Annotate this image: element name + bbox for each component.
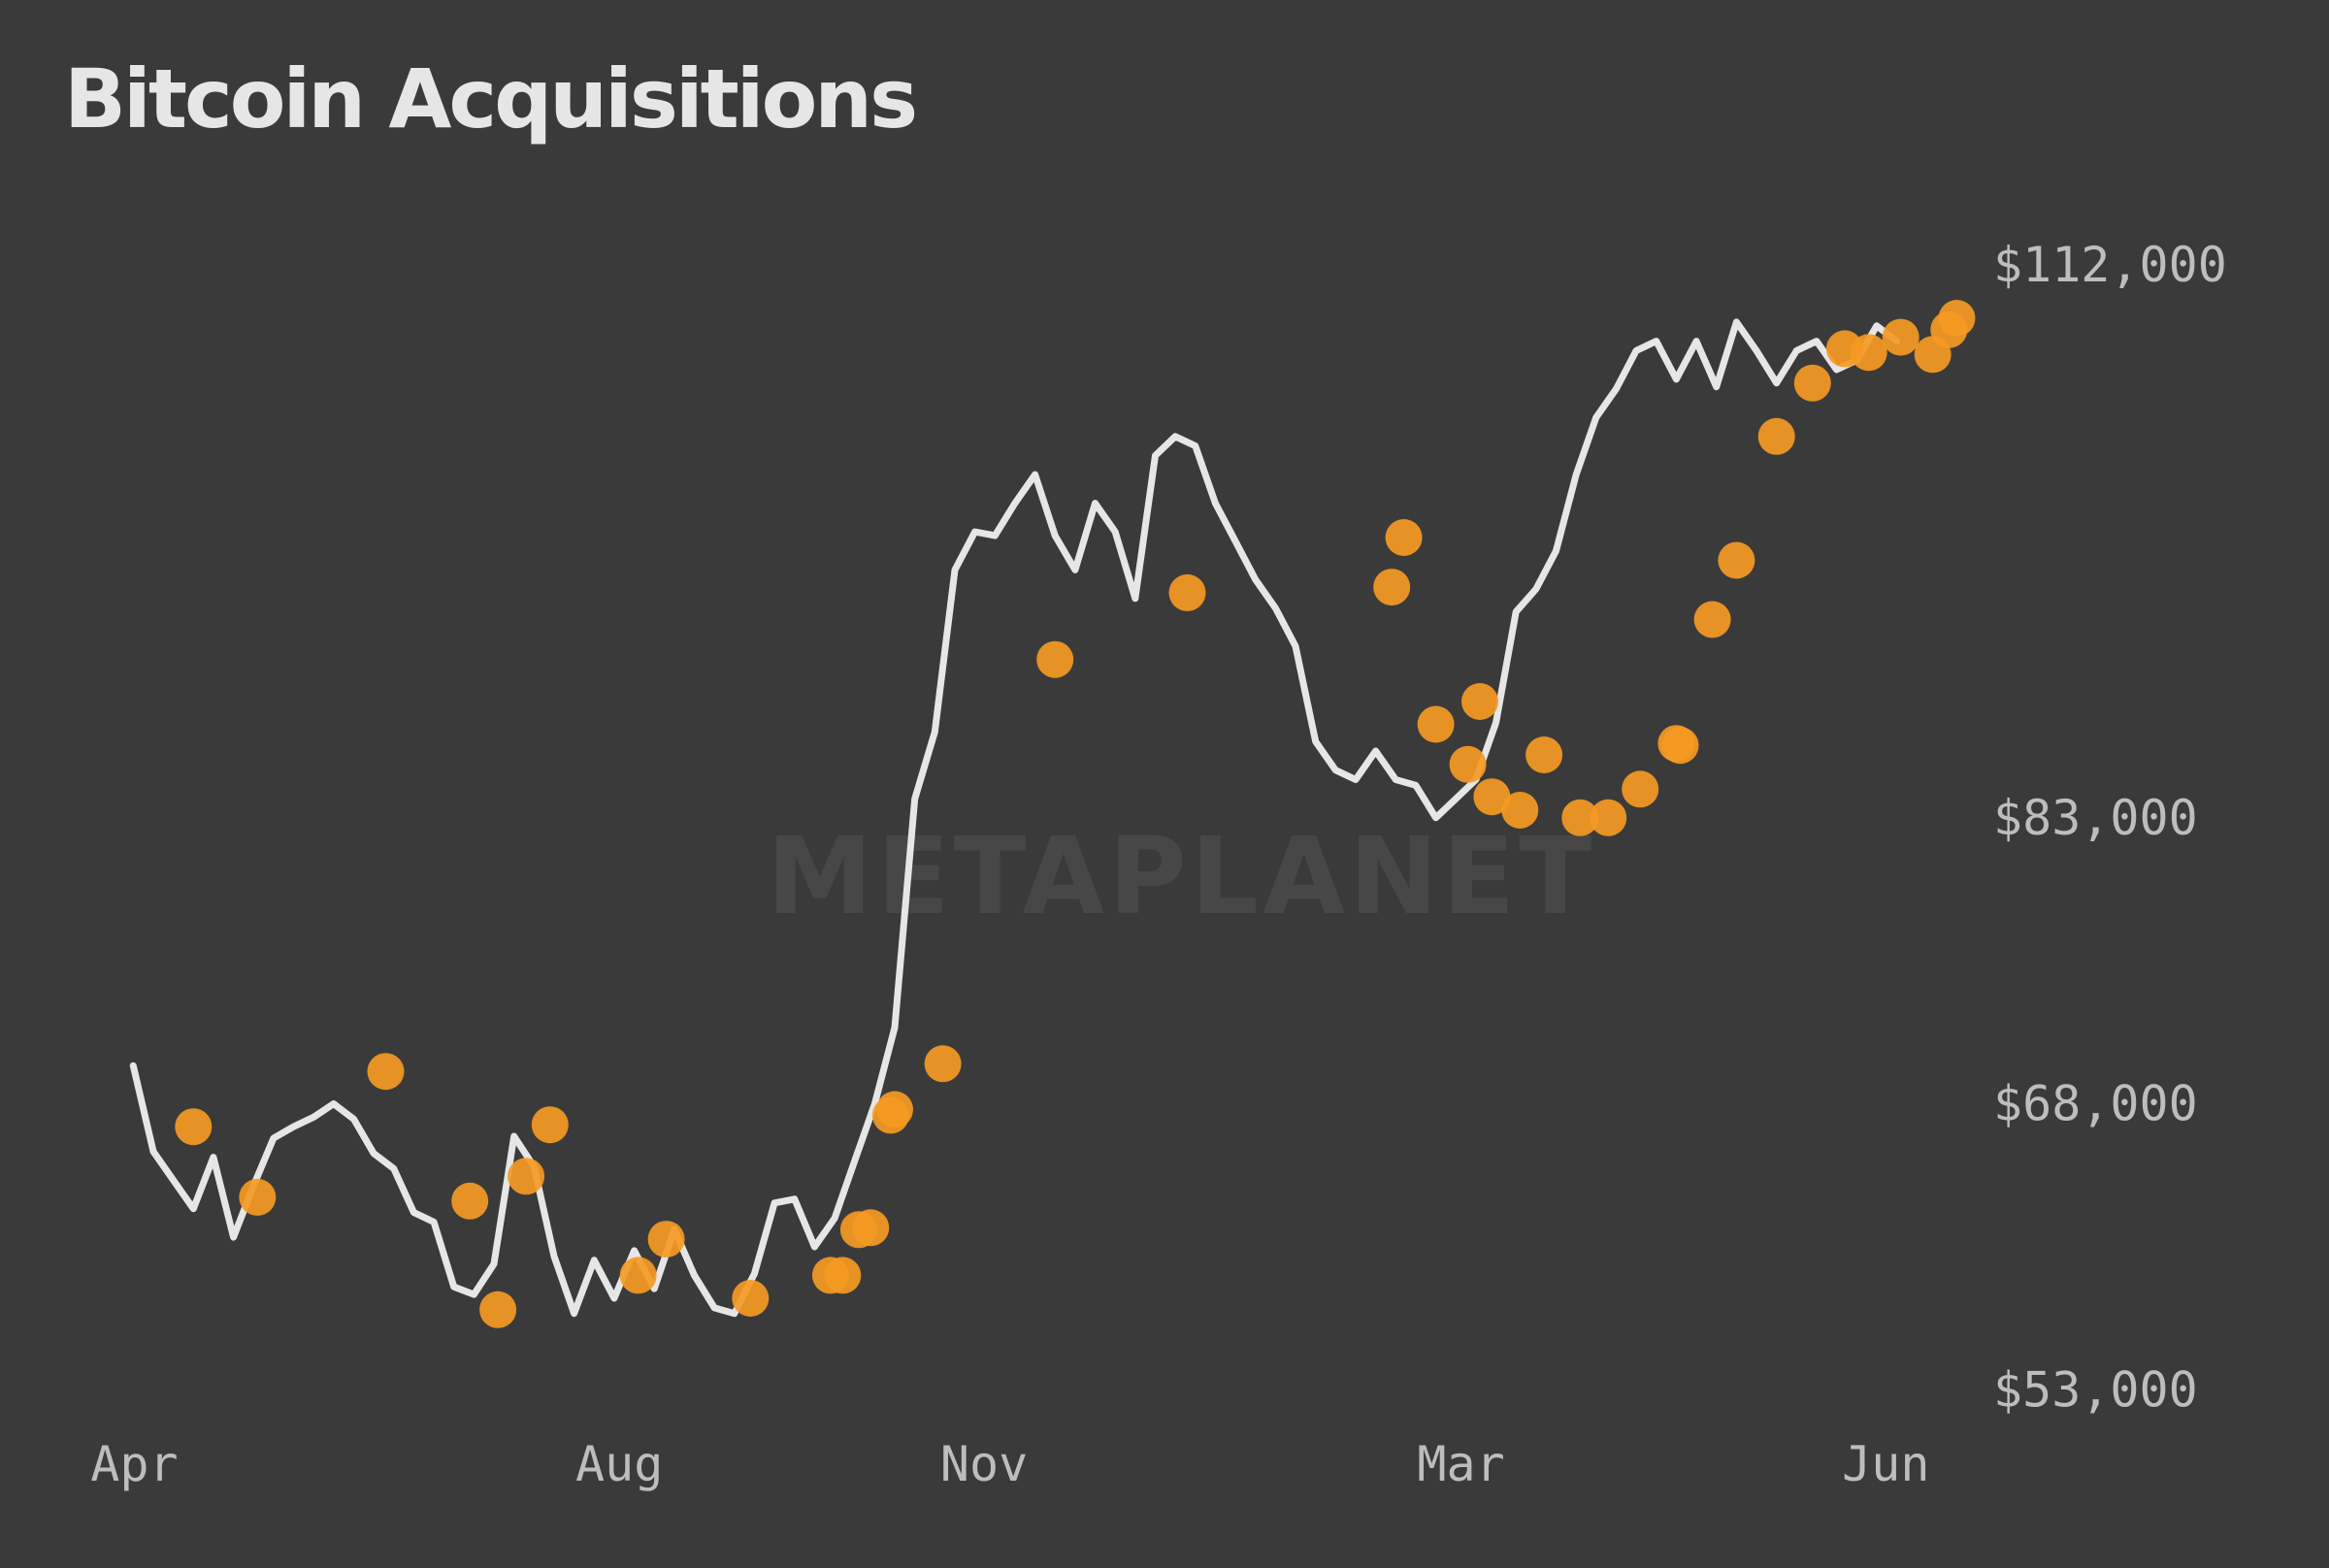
acquisition-point <box>1882 318 1919 356</box>
acquisition-point <box>1661 727 1699 765</box>
acquisition-point <box>1757 417 1795 455</box>
acquisition-point <box>824 1257 862 1294</box>
acquisition-point <box>1385 519 1423 556</box>
chart-title: Bitcoin Acquisitions <box>64 51 918 147</box>
x-tick-label: Jun <box>1842 1436 1929 1492</box>
acquisition-point <box>479 1290 517 1328</box>
acquisition-point <box>367 1053 405 1091</box>
acquisition-point <box>1561 799 1599 836</box>
acquisition-point <box>619 1257 657 1294</box>
acquisition-point <box>175 1108 213 1146</box>
acquisition-markers <box>175 300 1976 1328</box>
acquisition-point <box>1525 736 1563 773</box>
x-tick-label: Nov <box>940 1436 1028 1492</box>
x-tick-label: Mar <box>1417 1436 1504 1492</box>
acquisition-point <box>732 1280 770 1317</box>
acquisition-point <box>1449 745 1487 783</box>
acquisition-point <box>1938 300 1976 337</box>
acquisition-point <box>508 1158 545 1195</box>
acquisition-point <box>1718 541 1755 579</box>
acquisition-point <box>1417 705 1455 743</box>
price-line <box>129 318 1901 1318</box>
y-tick-label: $68,000 <box>1993 1076 2198 1132</box>
acquisition-point <box>1793 364 1831 402</box>
acquisition-point <box>1590 799 1627 836</box>
acquisition-point <box>1168 573 1206 611</box>
acquisition-point <box>531 1106 569 1144</box>
y-axis: $112,000 $83,000 $68,000 $53,000 <box>1993 237 2227 1418</box>
acquisition-point <box>647 1221 685 1258</box>
acquisition-point <box>1501 792 1539 829</box>
x-tick-label: Apr <box>90 1436 178 1492</box>
y-tick-label: $53,000 <box>1993 1361 2198 1418</box>
y-tick-label: $112,000 <box>1993 237 2227 293</box>
acquisition-point <box>1850 334 1887 372</box>
acquisition-point <box>876 1091 913 1128</box>
acquisition-point <box>852 1209 890 1247</box>
acquisition-point <box>1036 640 1074 678</box>
acquisition-point <box>1473 778 1511 816</box>
x-axis: Apr Aug Nov Mar Jun <box>90 1436 1929 1492</box>
acquisition-point <box>1373 569 1411 606</box>
y-tick-label: $83,000 <box>1993 790 2198 846</box>
acquisition-point <box>1622 770 1659 808</box>
x-tick-label: Aug <box>575 1436 663 1492</box>
acquisition-point <box>451 1182 489 1220</box>
acquisition-point <box>1693 601 1731 638</box>
acquisition-point <box>239 1178 277 1216</box>
acquisition-point <box>924 1045 962 1083</box>
acquisition-point <box>1461 683 1498 720</box>
price-series <box>129 318 1901 1318</box>
